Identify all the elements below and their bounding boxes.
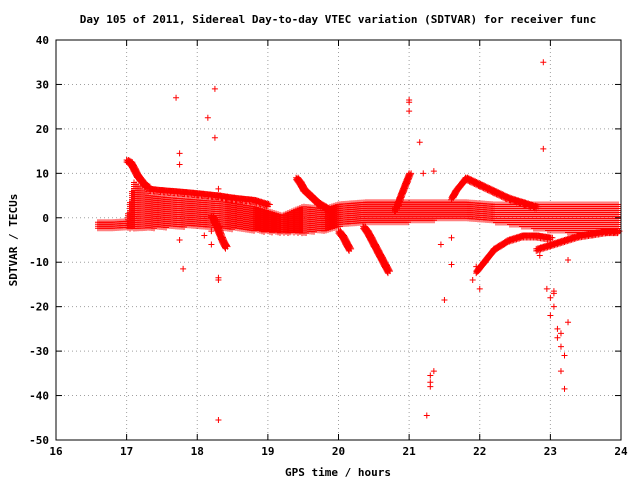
x-tick-label: 16 bbox=[49, 445, 63, 458]
scattered-outliers-point bbox=[441, 297, 448, 303]
scattered-outliers-point bbox=[423, 412, 430, 419]
x-tick-label: 21 bbox=[403, 445, 417, 458]
y-tick-label: 30 bbox=[36, 78, 49, 91]
scattered-outliers-point bbox=[173, 94, 180, 101]
scattered-outliers-point bbox=[565, 257, 572, 263]
x-tick-label: 19 bbox=[261, 445, 274, 458]
y-tick-label: -10 bbox=[29, 256, 49, 269]
y-tick-label: -30 bbox=[29, 345, 49, 358]
scattered-outliers-point bbox=[420, 170, 427, 177]
scattered-outliers-point bbox=[543, 285, 550, 292]
scattered-outliers-point bbox=[406, 108, 413, 115]
scattered-outliers-point bbox=[211, 134, 218, 141]
y-tick-labels: -50 -40 -30 -20 -10 0 10 20 30 40 bbox=[29, 34, 49, 447]
x-tick-label: 22 bbox=[473, 445, 486, 458]
scattered-outliers-point bbox=[554, 325, 561, 332]
scattered-outliers-point bbox=[427, 379, 434, 386]
scattered-outliers-point bbox=[557, 368, 564, 375]
scattered-outliers-point bbox=[427, 372, 434, 379]
scattered-outliers-point bbox=[204, 114, 211, 121]
scattered-outliers-point bbox=[211, 85, 218, 92]
scattered-outliers-point bbox=[180, 265, 187, 272]
scattered-outliers-point bbox=[476, 285, 483, 292]
chart-title: Day 105 of 2011, Sidereal Day-to-day VTE… bbox=[80, 13, 597, 26]
scattered-outliers-point bbox=[430, 368, 437, 375]
scattered-outliers-point bbox=[536, 252, 543, 259]
y-tick-label: 0 bbox=[42, 212, 49, 225]
y-tick-label: 10 bbox=[36, 167, 49, 180]
scattered-outliers-point bbox=[176, 161, 183, 168]
scattered-outliers-point bbox=[540, 145, 547, 152]
scattered-outliers-point bbox=[561, 352, 568, 359]
scattered-outliers-point bbox=[430, 168, 437, 175]
scattered-outliers-point bbox=[561, 385, 568, 392]
scattered-outliers-point bbox=[416, 139, 423, 146]
scattered-outliers-point bbox=[448, 234, 455, 241]
x-tick-labels: 16 17 18 19 20 21 22 23 24 bbox=[49, 445, 628, 458]
scattered-outliers-point bbox=[557, 330, 564, 337]
y-axis-label: SDTVAR / TECUs bbox=[7, 194, 20, 287]
scattered-outliers-point bbox=[201, 232, 208, 239]
scattered-outliers-point bbox=[554, 334, 561, 341]
x-tick-label: 17 bbox=[120, 445, 133, 458]
x-tick-label: 23 bbox=[544, 445, 557, 458]
scattered-outliers-point bbox=[448, 261, 455, 268]
y-tick-label: -20 bbox=[29, 301, 49, 314]
scattered-outliers-point bbox=[215, 417, 222, 423]
scattered-outliers-point bbox=[208, 241, 215, 248]
x-tick-label: 20 bbox=[332, 445, 345, 458]
scattered-outliers-point bbox=[215, 185, 222, 192]
y-tick-label: 20 bbox=[36, 123, 49, 136]
scattered-outliers-point bbox=[547, 312, 554, 319]
y-tick-label: -40 bbox=[29, 390, 49, 403]
data-points bbox=[95, 59, 623, 423]
x-tick-label: 24 bbox=[614, 445, 628, 458]
scattered-outliers-point bbox=[469, 277, 476, 283]
scattered-outliers-point bbox=[437, 241, 444, 248]
scattered-outliers-point bbox=[557, 343, 564, 350]
x-tick-label: 18 bbox=[191, 445, 204, 458]
y-tick-label: 40 bbox=[36, 34, 49, 47]
scattered-outliers-point bbox=[176, 237, 183, 243]
scattered-outliers-point bbox=[208, 228, 215, 235]
scattered-outliers-point bbox=[550, 303, 557, 310]
scattered-outliers-point bbox=[176, 150, 183, 157]
scattered-outliers-point bbox=[547, 294, 554, 301]
x-axis-label: GPS time / hours bbox=[285, 466, 391, 479]
y-tick-label: -50 bbox=[29, 434, 49, 447]
scattered-outliers-point bbox=[540, 59, 547, 66]
scattered-outliers-point bbox=[565, 319, 572, 326]
